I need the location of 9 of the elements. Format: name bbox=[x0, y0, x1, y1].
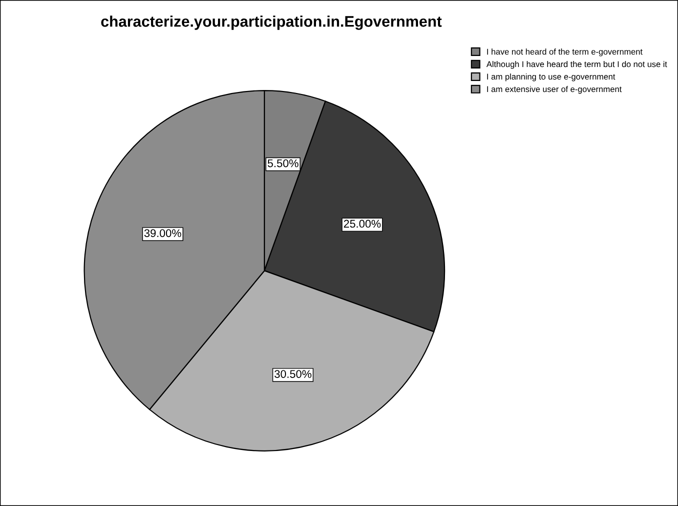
legend-label: Although I have heard the term but I do not use it bbox=[486, 61, 668, 69]
data-label: 25.00% bbox=[344, 220, 381, 228]
chart-title: characterize.your.participation.in.Egovernment bbox=[101, 16, 442, 30]
legend-label: I am extensive user of e-government bbox=[487, 86, 622, 94]
data-label: 30.50% bbox=[274, 370, 312, 378]
legend-label: I have not heard of the term e-government bbox=[487, 48, 642, 56]
data-label: 5.50% bbox=[268, 159, 298, 168]
legend-label: I am planning to use e-government bbox=[487, 73, 616, 82]
data-label: 39.00% bbox=[144, 229, 182, 238]
